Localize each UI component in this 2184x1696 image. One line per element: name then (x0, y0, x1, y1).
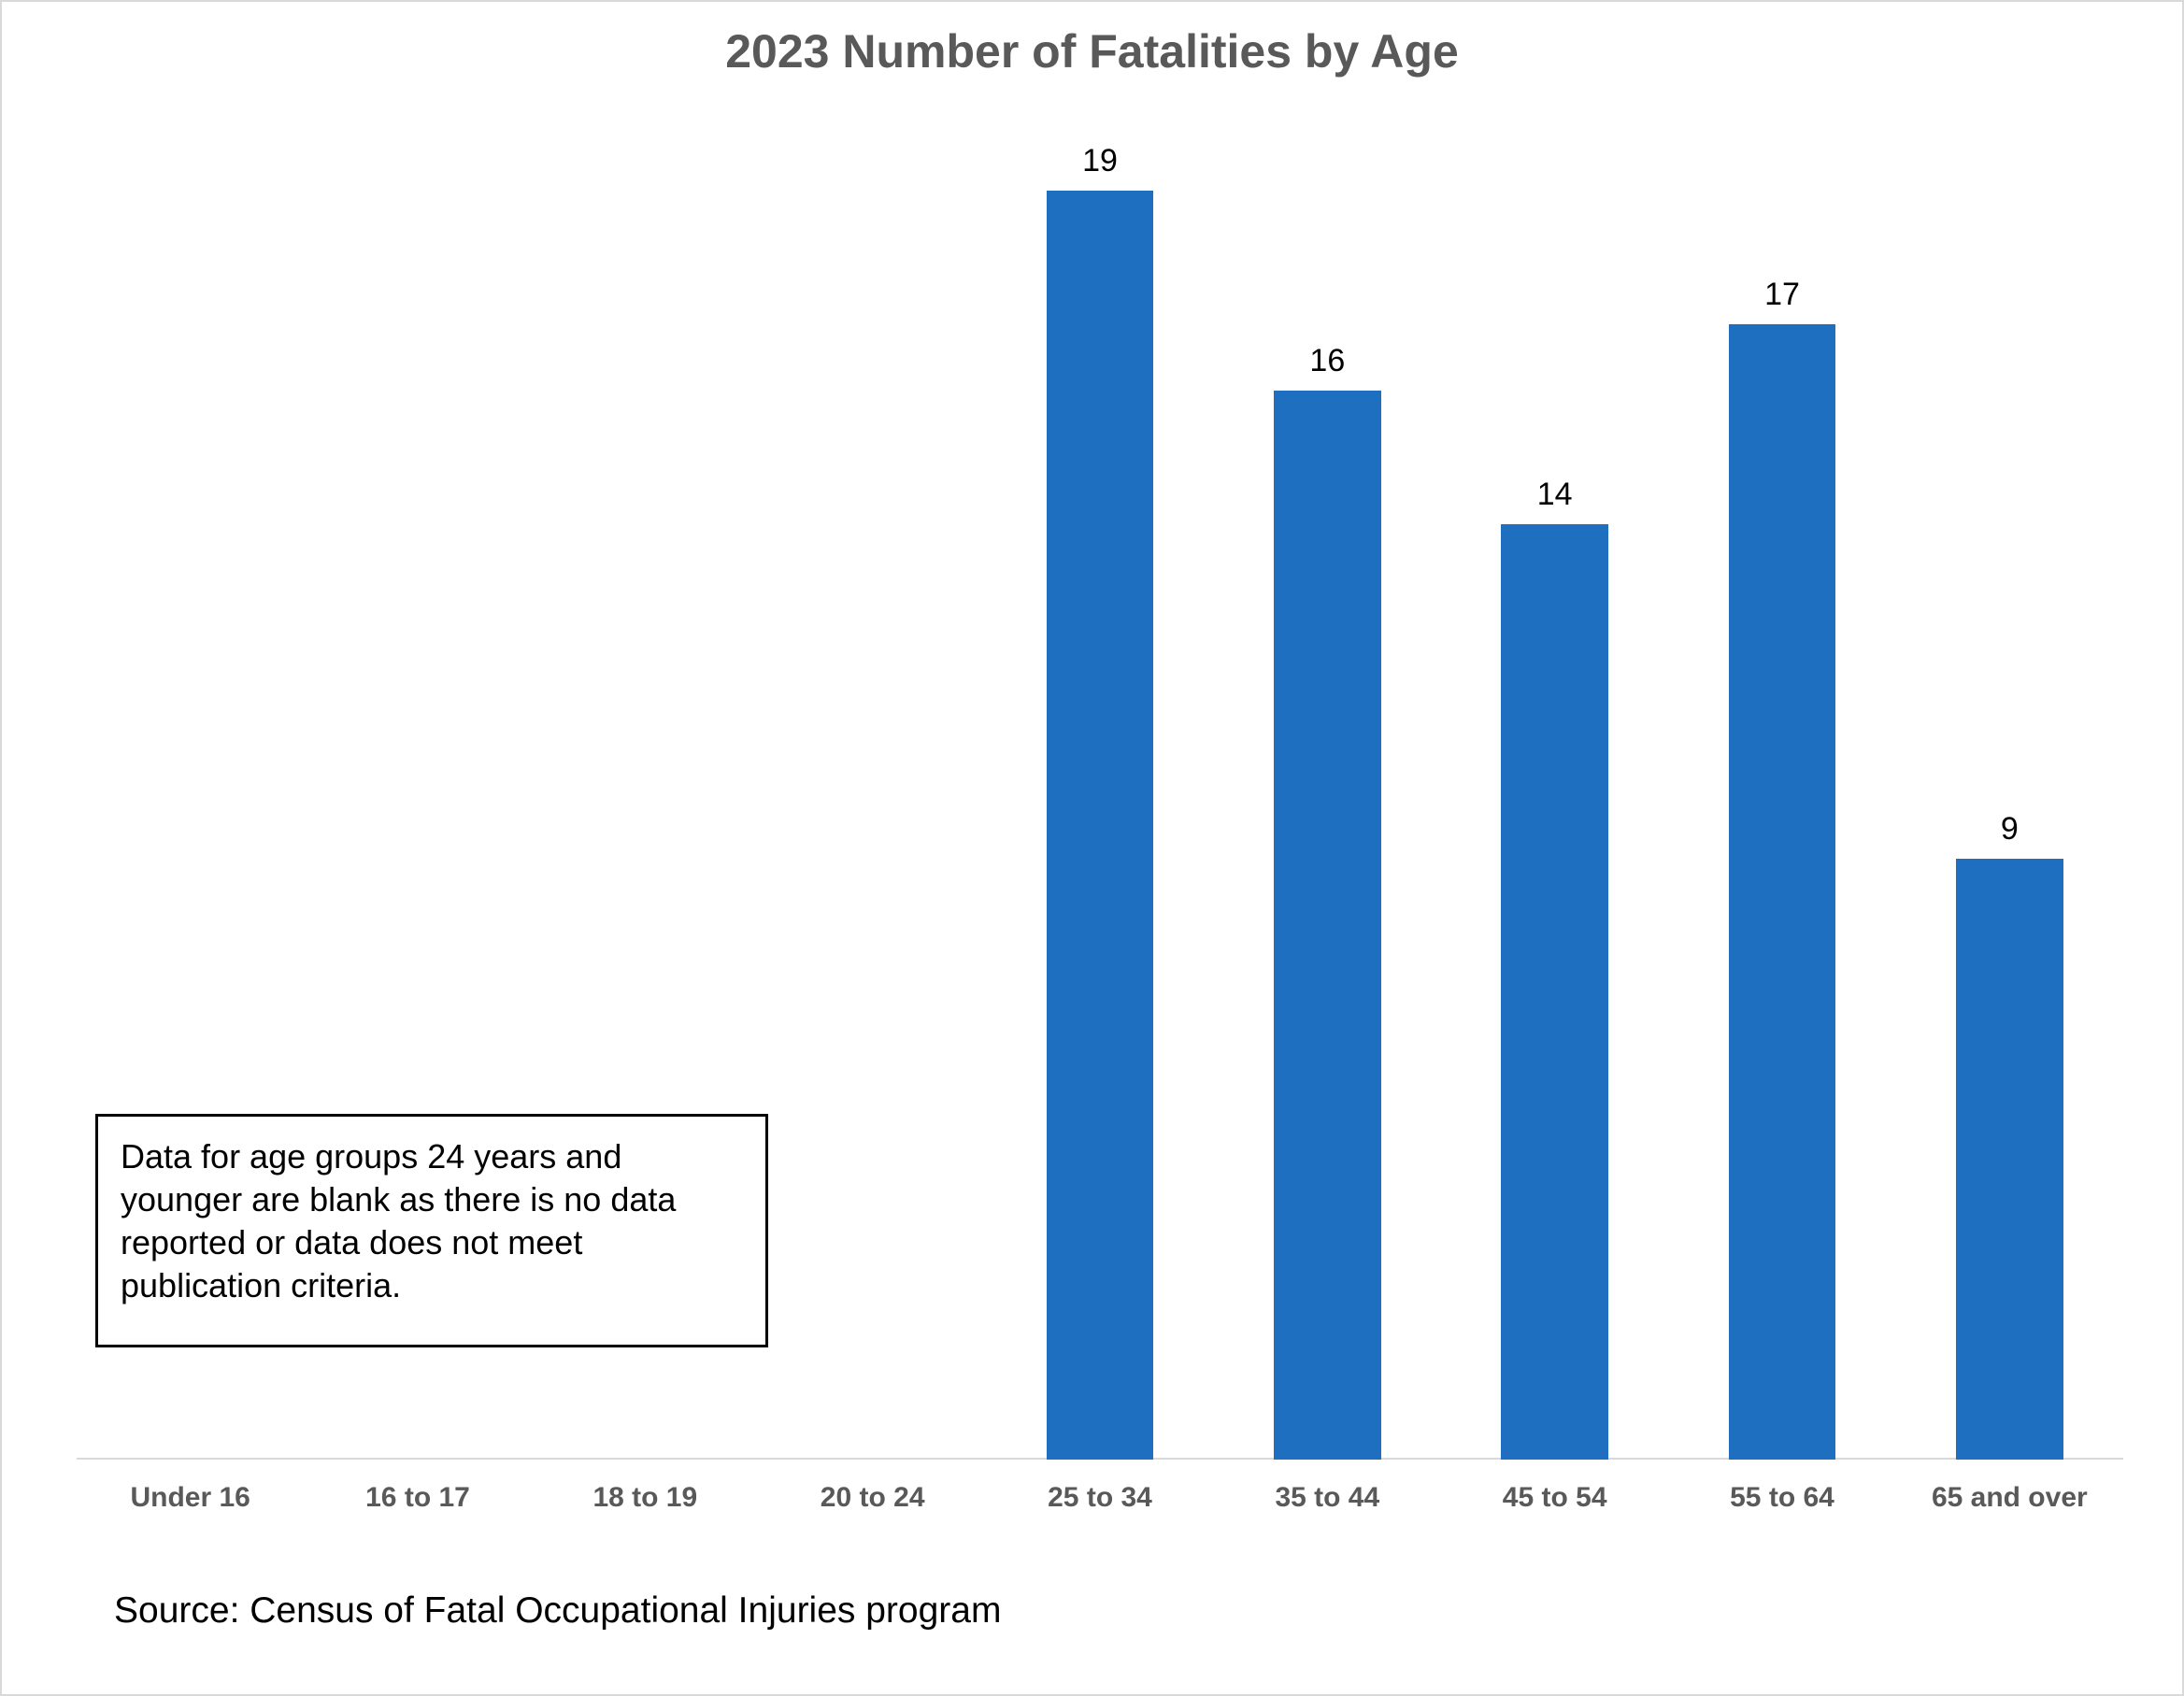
x-axis-label: 16 to 17 (304, 1482, 531, 1514)
bar-value-label: 16 (1214, 343, 1441, 379)
x-axis-label: 25 to 34 (986, 1482, 1213, 1514)
x-axis-label: 20 to 24 (759, 1482, 986, 1514)
bar-value-label: 19 (986, 143, 1213, 179)
source-line: Source: Census of Fatal Occupational Inj… (114, 1590, 1001, 1632)
x-axis-label: 65 and over (1896, 1482, 2123, 1514)
bar (1729, 324, 1835, 1461)
x-axis-label: 55 to 64 (1668, 1482, 1895, 1514)
chart-title: 2023 Number of Fatalities by Age (2, 24, 2182, 78)
x-axis-label: 35 to 44 (1214, 1482, 1441, 1514)
bar (1047, 191, 1153, 1461)
x-axis-label: 45 to 54 (1441, 1482, 1668, 1514)
x-axis-label: 18 to 19 (532, 1482, 759, 1514)
bar-value-label: 17 (1668, 277, 1895, 313)
note-box: Data for age groups 24 years and younger… (95, 1114, 768, 1347)
chart-frame: 2023 Number of Fatalities by Age 19 16 14 1… (0, 0, 2184, 1696)
bar-value-label: 9 (1896, 811, 2123, 848)
x-axis-label: Under 16 (77, 1482, 304, 1514)
bar (1956, 859, 2063, 1461)
note-text: Data for age groups 24 years and younger… (121, 1137, 676, 1304)
bar-value-label: 14 (1441, 477, 1668, 513)
bar (1501, 524, 1607, 1460)
bar (1274, 391, 1380, 1460)
